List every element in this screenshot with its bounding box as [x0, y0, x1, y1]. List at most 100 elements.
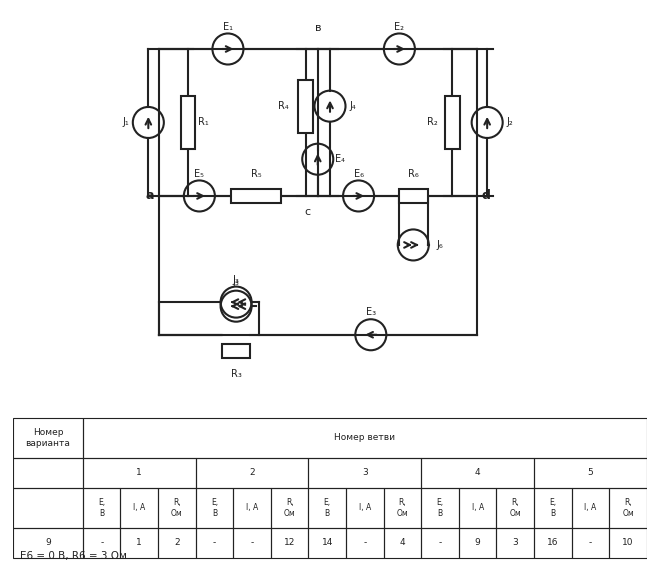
Bar: [298, 79, 313, 133]
Bar: [496, 527, 534, 558]
Text: R,
Ом: R, Ом: [622, 498, 634, 518]
Text: -: -: [213, 539, 216, 548]
Text: 2: 2: [249, 468, 255, 477]
Text: 12: 12: [284, 539, 295, 548]
Bar: [83, 527, 121, 558]
Text: 1: 1: [137, 468, 142, 477]
Bar: [13, 458, 83, 488]
Bar: [271, 527, 308, 558]
Text: 5: 5: [587, 468, 593, 477]
Bar: [83, 458, 195, 488]
Text: 16: 16: [547, 539, 558, 548]
Text: 3: 3: [362, 468, 368, 477]
Text: I, А: I, А: [584, 503, 597, 513]
Text: I, А: I, А: [471, 503, 484, 513]
Text: 14: 14: [321, 539, 333, 548]
Text: R,
Ом: R, Ом: [510, 498, 521, 518]
Text: Е6 = 0 В, R6 = 3 Ом: Е6 = 0 В, R6 = 3 Ом: [20, 551, 127, 561]
Bar: [421, 458, 534, 488]
Text: R,
Ом: R, Ом: [171, 498, 183, 518]
Text: I, А: I, А: [133, 503, 145, 513]
Bar: [421, 527, 459, 558]
Text: I, А: I, А: [246, 503, 258, 513]
Bar: [83, 418, 647, 458]
Bar: [446, 96, 459, 149]
Text: 3: 3: [512, 539, 518, 548]
Bar: [346, 488, 383, 527]
Bar: [534, 527, 572, 558]
Text: 4: 4: [399, 539, 405, 548]
Bar: [534, 458, 647, 488]
Text: R,
Ом: R, Ом: [397, 498, 409, 518]
Bar: [233, 488, 271, 527]
Bar: [609, 527, 647, 558]
Bar: [232, 189, 281, 203]
Text: -: -: [363, 539, 366, 548]
Text: d: d: [481, 189, 490, 202]
Bar: [121, 488, 158, 527]
Text: c: c: [304, 208, 311, 217]
Text: E₃: E₃: [366, 307, 376, 318]
Text: R₃: R₃: [230, 369, 242, 379]
Text: -: -: [100, 539, 104, 548]
Bar: [308, 458, 421, 488]
Text: Е,
В: Е, В: [98, 498, 105, 518]
Text: Номер ветви: Номер ветви: [335, 433, 395, 442]
Bar: [421, 488, 459, 527]
Bar: [459, 488, 496, 527]
Bar: [572, 488, 609, 527]
Bar: [13, 418, 83, 458]
Text: 1: 1: [137, 539, 142, 548]
Text: 2: 2: [174, 539, 180, 548]
Bar: [83, 488, 121, 527]
Bar: [271, 488, 308, 527]
Bar: [13, 488, 83, 527]
Bar: [13, 527, 83, 558]
Text: 10: 10: [622, 539, 634, 548]
Bar: [195, 488, 233, 527]
Text: R₆: R₆: [408, 168, 418, 179]
Text: Е,
В: Е, В: [436, 498, 444, 518]
Bar: [121, 527, 158, 558]
Bar: [222, 344, 250, 358]
Text: Е,
В: Е, В: [549, 498, 556, 518]
Text: Е,
В: Е, В: [211, 498, 218, 518]
Text: R,
Ом: R, Ом: [284, 498, 296, 518]
Text: в: в: [315, 23, 321, 33]
Bar: [383, 488, 421, 527]
Text: -: -: [438, 539, 442, 548]
Text: -: -: [589, 539, 592, 548]
Text: R₁: R₁: [198, 117, 209, 128]
Text: J₃: J₃: [233, 277, 240, 287]
Bar: [195, 527, 233, 558]
Text: J₁: J₁: [123, 117, 129, 128]
Text: R₄: R₄: [279, 101, 289, 111]
Bar: [534, 488, 572, 527]
Text: a: a: [146, 189, 154, 202]
Bar: [308, 527, 346, 558]
Bar: [158, 488, 195, 527]
Text: E₄: E₄: [335, 154, 345, 164]
Text: Номер
варианта: Номер варианта: [26, 428, 71, 447]
Bar: [158, 527, 195, 558]
Text: J₃: J₃: [233, 274, 240, 285]
Bar: [383, 527, 421, 558]
Bar: [496, 488, 534, 527]
Text: 9: 9: [475, 539, 480, 548]
Text: J₂: J₂: [506, 117, 513, 128]
Text: 9: 9: [45, 539, 51, 548]
Bar: [195, 458, 308, 488]
Text: 4: 4: [475, 468, 480, 477]
Bar: [572, 527, 609, 558]
Text: R₂: R₂: [428, 117, 438, 128]
Text: R₅: R₅: [251, 168, 261, 179]
Text: E₆: E₆: [354, 168, 364, 179]
Text: E₅: E₅: [195, 168, 205, 179]
Text: I, А: I, А: [359, 503, 371, 513]
Bar: [346, 527, 383, 558]
Text: J₆: J₆: [436, 240, 444, 250]
Text: Е,
В: Е, В: [323, 498, 331, 518]
Bar: [459, 527, 496, 558]
Bar: [399, 189, 428, 203]
Text: E₂: E₂: [395, 22, 405, 32]
